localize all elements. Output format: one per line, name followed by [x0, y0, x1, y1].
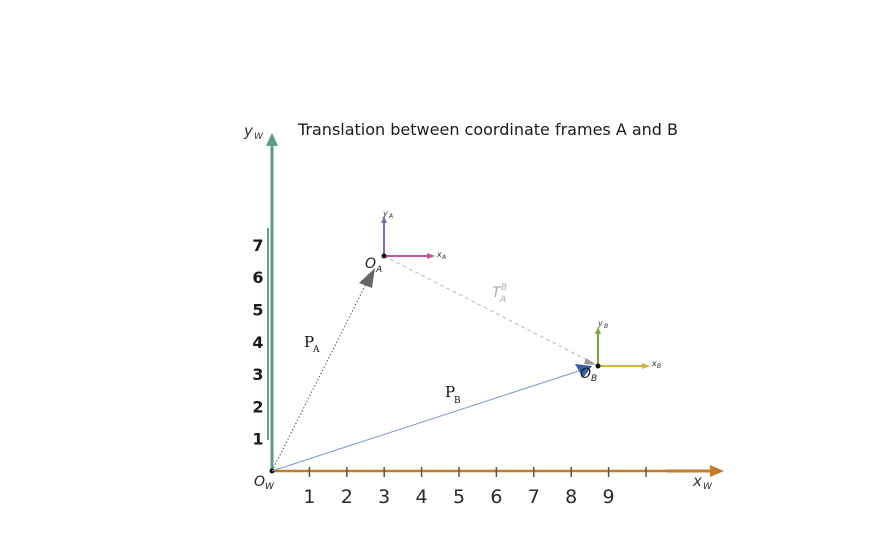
svg-text:P: P	[304, 333, 314, 351]
frame-b-y-arrowhead	[595, 327, 601, 334]
vector-pa-line	[271, 271, 373, 472]
svg-text:W: W	[703, 482, 713, 492]
world-origin-label: O W	[254, 474, 275, 492]
x-tick-label: 6	[490, 486, 502, 508]
x-tick-label: 2	[341, 486, 353, 508]
frame-b-x-label: x B	[651, 359, 661, 370]
y-tick-label: 1	[252, 430, 263, 449]
frame-a-y-arrowhead	[381, 216, 387, 223]
frame-b-y-label: y B	[597, 319, 608, 330]
frame-a-origin-label: O A	[365, 256, 382, 275]
world-x-axis-arrowhead	[710, 465, 724, 477]
svg-text:B: B	[657, 363, 661, 370]
svg-text:W: W	[254, 132, 264, 142]
svg-text:P: P	[445, 383, 455, 401]
frame-a: y A x A O A	[365, 209, 446, 275]
y-tick-label: 6	[252, 268, 263, 287]
x-tick-label: 4	[416, 486, 428, 508]
translation-arrowhead	[584, 358, 596, 365]
diagram-title: Translation between coordinate frames A …	[297, 120, 678, 139]
frame-a-origin-dot	[381, 253, 387, 259]
world-y-axis-arrowhead	[266, 133, 278, 146]
svg-text:T: T	[492, 285, 502, 301]
frame-b-x-arrowhead	[642, 363, 650, 369]
svg-text:y: y	[382, 209, 388, 218]
y-tick-label: 7	[252, 236, 263, 255]
x-tick-label: 1	[303, 486, 315, 508]
svg-text:A: A	[388, 213, 393, 220]
frame-a-x-arrowhead	[427, 253, 435, 259]
svg-text:y: y	[597, 319, 603, 328]
svg-text:A: A	[441, 254, 446, 261]
world-y-axis-label: y W	[243, 122, 264, 142]
vector-pb-line	[271, 366, 592, 472]
vector-pa-label: P A	[304, 333, 320, 355]
y-tick-label: 5	[252, 301, 263, 320]
frame-a-x-label: x A	[436, 250, 446, 261]
frame-b: y B x B O B	[580, 319, 661, 384]
world-y-ticks: 1 2 3 4 5 6 7	[252, 236, 263, 449]
svg-text:B: B	[591, 374, 597, 384]
vector-pb-arrowhead	[575, 364, 592, 378]
frame-b-origin-dot	[595, 363, 601, 369]
world-x-axis-label: x W	[692, 472, 713, 492]
x-tick-label: 5	[453, 486, 465, 508]
svg-text:A: A	[375, 265, 382, 275]
vector-pb-label: P B	[445, 383, 461, 406]
svg-text:O: O	[580, 366, 591, 382]
x-tick-label: 8	[565, 486, 577, 508]
svg-text:O: O	[254, 474, 265, 490]
world-x-ticks: 1 2 3 4 5 6 7 8 9	[303, 467, 647, 508]
vector-pa-arrowhead	[359, 268, 375, 288]
svg-text:x: x	[651, 359, 657, 368]
x-tick-label: 9	[603, 486, 615, 508]
svg-text:W: W	[265, 482, 275, 492]
x-tick-label: 7	[528, 486, 540, 508]
frame-a-y-label: y A	[382, 209, 393, 220]
y-tick-label: 4	[252, 333, 263, 352]
svg-text:x: x	[436, 250, 442, 259]
svg-text:B: B	[501, 283, 507, 293]
svg-text:B: B	[604, 323, 608, 330]
translation-line	[383, 255, 596, 365]
frame-b-origin-label: O B	[580, 366, 597, 384]
svg-text:O: O	[365, 256, 376, 272]
translation-label: T B A	[492, 283, 507, 305]
svg-text:x: x	[692, 472, 702, 490]
x-tick-label: 3	[378, 486, 390, 508]
svg-text:A: A	[499, 295, 506, 305]
svg-text:y: y	[243, 122, 254, 140]
y-tick-label: 2	[252, 397, 263, 416]
y-tick-label: 3	[252, 365, 263, 384]
svg-text:A: A	[312, 345, 320, 355]
svg-text:B: B	[454, 396, 461, 406]
